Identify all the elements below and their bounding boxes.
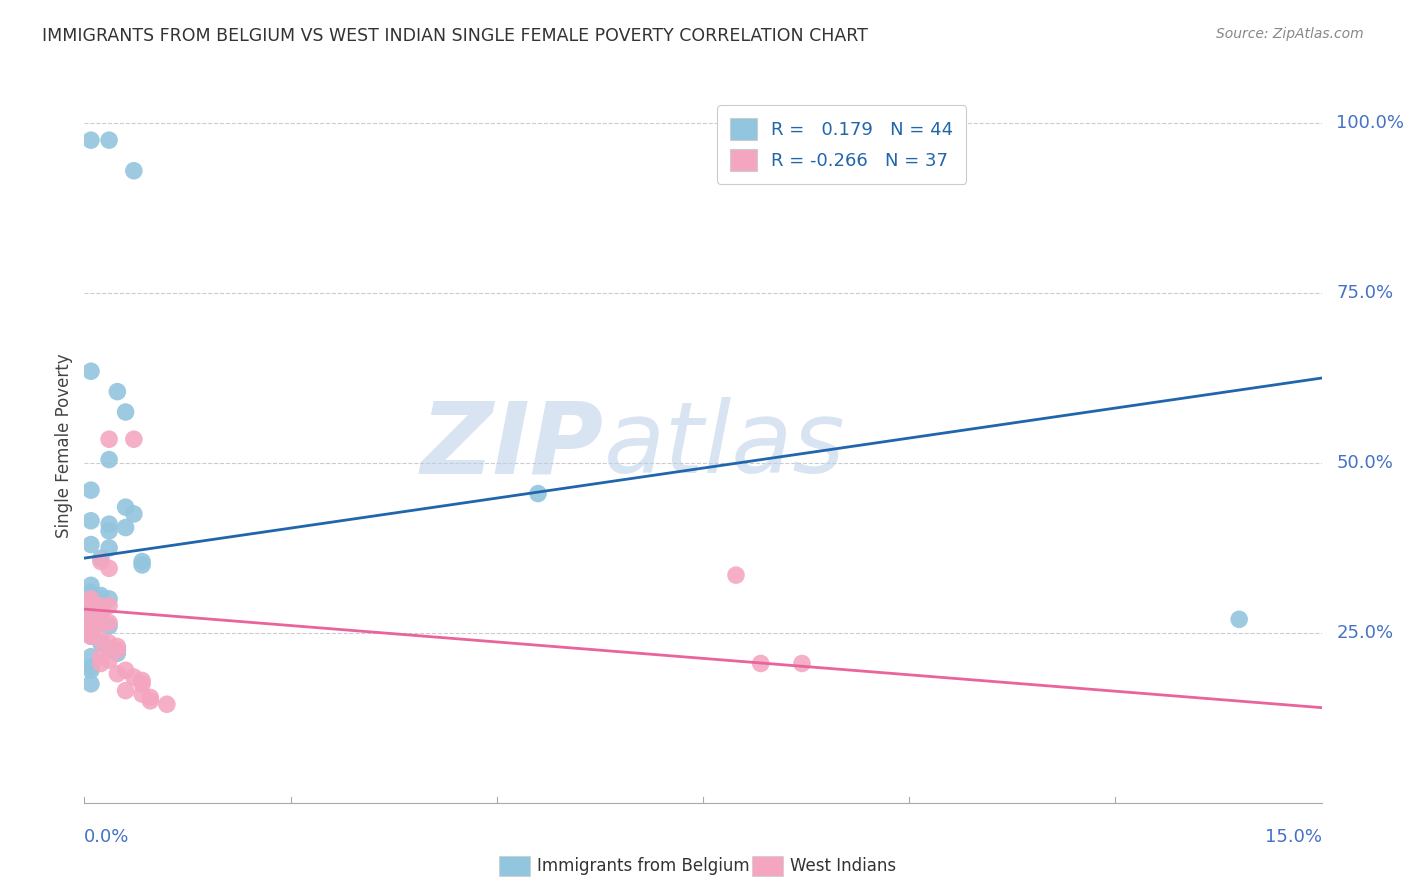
Point — [114, 500, 136, 515]
Point — [80, 606, 103, 620]
Text: Source: ZipAtlas.com: Source: ZipAtlas.com — [1216, 27, 1364, 41]
Point — [80, 626, 103, 640]
Point — [139, 690, 162, 705]
Y-axis label: Single Female Poverty: Single Female Poverty — [55, 354, 73, 538]
Point — [80, 537, 103, 551]
Point — [80, 629, 103, 643]
Point — [98, 591, 121, 606]
Point — [131, 555, 153, 569]
Point — [80, 663, 103, 677]
Point — [114, 683, 136, 698]
Point — [80, 615, 103, 630]
Point — [80, 629, 103, 643]
Point — [80, 612, 103, 626]
Point — [80, 595, 103, 609]
Point — [122, 163, 145, 178]
Point — [90, 602, 112, 616]
Point — [98, 619, 121, 633]
Point — [114, 405, 136, 419]
Point — [98, 653, 121, 667]
Point — [105, 666, 128, 681]
Point — [80, 649, 103, 664]
Point — [90, 551, 112, 566]
Point — [80, 483, 103, 498]
Point — [80, 599, 103, 613]
Point — [98, 599, 121, 613]
Point — [90, 608, 112, 623]
Point — [80, 133, 103, 147]
Point — [98, 615, 121, 630]
Point — [98, 452, 121, 467]
Point — [90, 632, 112, 647]
Point — [131, 558, 153, 572]
Point — [80, 677, 103, 691]
Point — [122, 432, 145, 446]
Text: 15.0%: 15.0% — [1264, 828, 1322, 846]
Point — [90, 615, 112, 630]
Point — [105, 646, 128, 660]
Point — [90, 555, 112, 569]
Point — [790, 657, 813, 671]
Text: 50.0%: 50.0% — [1337, 454, 1393, 472]
Text: 25.0%: 25.0% — [1337, 624, 1393, 642]
Legend: R =   0.179   N = 44, R = -0.266   N = 37: R = 0.179 N = 44, R = -0.266 N = 37 — [717, 105, 966, 184]
Point — [122, 507, 145, 521]
Text: atlas: atlas — [605, 398, 845, 494]
Point — [80, 578, 103, 592]
Point — [98, 517, 121, 532]
Point — [80, 623, 103, 637]
Point — [527, 486, 550, 500]
Point — [90, 636, 112, 650]
Point — [122, 670, 145, 684]
Point — [1227, 612, 1250, 626]
Point — [724, 568, 747, 582]
Point — [105, 384, 128, 399]
Point — [80, 608, 103, 623]
Point — [114, 663, 136, 677]
Text: West Indians: West Indians — [790, 857, 896, 875]
Point — [90, 599, 112, 613]
Point — [131, 687, 153, 701]
Point — [80, 591, 103, 606]
Point — [139, 694, 162, 708]
Text: Immigrants from Belgium: Immigrants from Belgium — [537, 857, 749, 875]
Text: ZIP: ZIP — [420, 398, 605, 494]
Point — [90, 589, 112, 603]
Point — [98, 524, 121, 538]
Point — [90, 657, 112, 671]
Point — [98, 561, 121, 575]
Point — [105, 643, 128, 657]
Text: 0.0%: 0.0% — [84, 828, 129, 846]
Point — [80, 514, 103, 528]
Point — [98, 643, 121, 657]
Point — [80, 364, 103, 378]
Point — [105, 643, 128, 657]
Point — [90, 649, 112, 664]
Point — [98, 541, 121, 555]
Point — [80, 585, 103, 599]
Point — [131, 673, 153, 688]
Text: 100.0%: 100.0% — [1337, 114, 1405, 132]
Point — [90, 615, 112, 630]
Point — [80, 623, 103, 637]
Point — [90, 591, 112, 606]
Point — [98, 636, 121, 650]
Point — [90, 612, 112, 626]
Point — [156, 698, 179, 712]
Point — [105, 640, 128, 654]
Point — [98, 133, 121, 147]
Point — [80, 660, 103, 674]
Point — [90, 606, 112, 620]
Point — [131, 677, 153, 691]
Point — [749, 657, 772, 671]
Point — [98, 432, 121, 446]
Point — [80, 626, 103, 640]
Point — [114, 520, 136, 534]
Text: 75.0%: 75.0% — [1337, 284, 1393, 302]
Text: IMMIGRANTS FROM BELGIUM VS WEST INDIAN SINGLE FEMALE POVERTY CORRELATION CHART: IMMIGRANTS FROM BELGIUM VS WEST INDIAN S… — [42, 27, 868, 45]
